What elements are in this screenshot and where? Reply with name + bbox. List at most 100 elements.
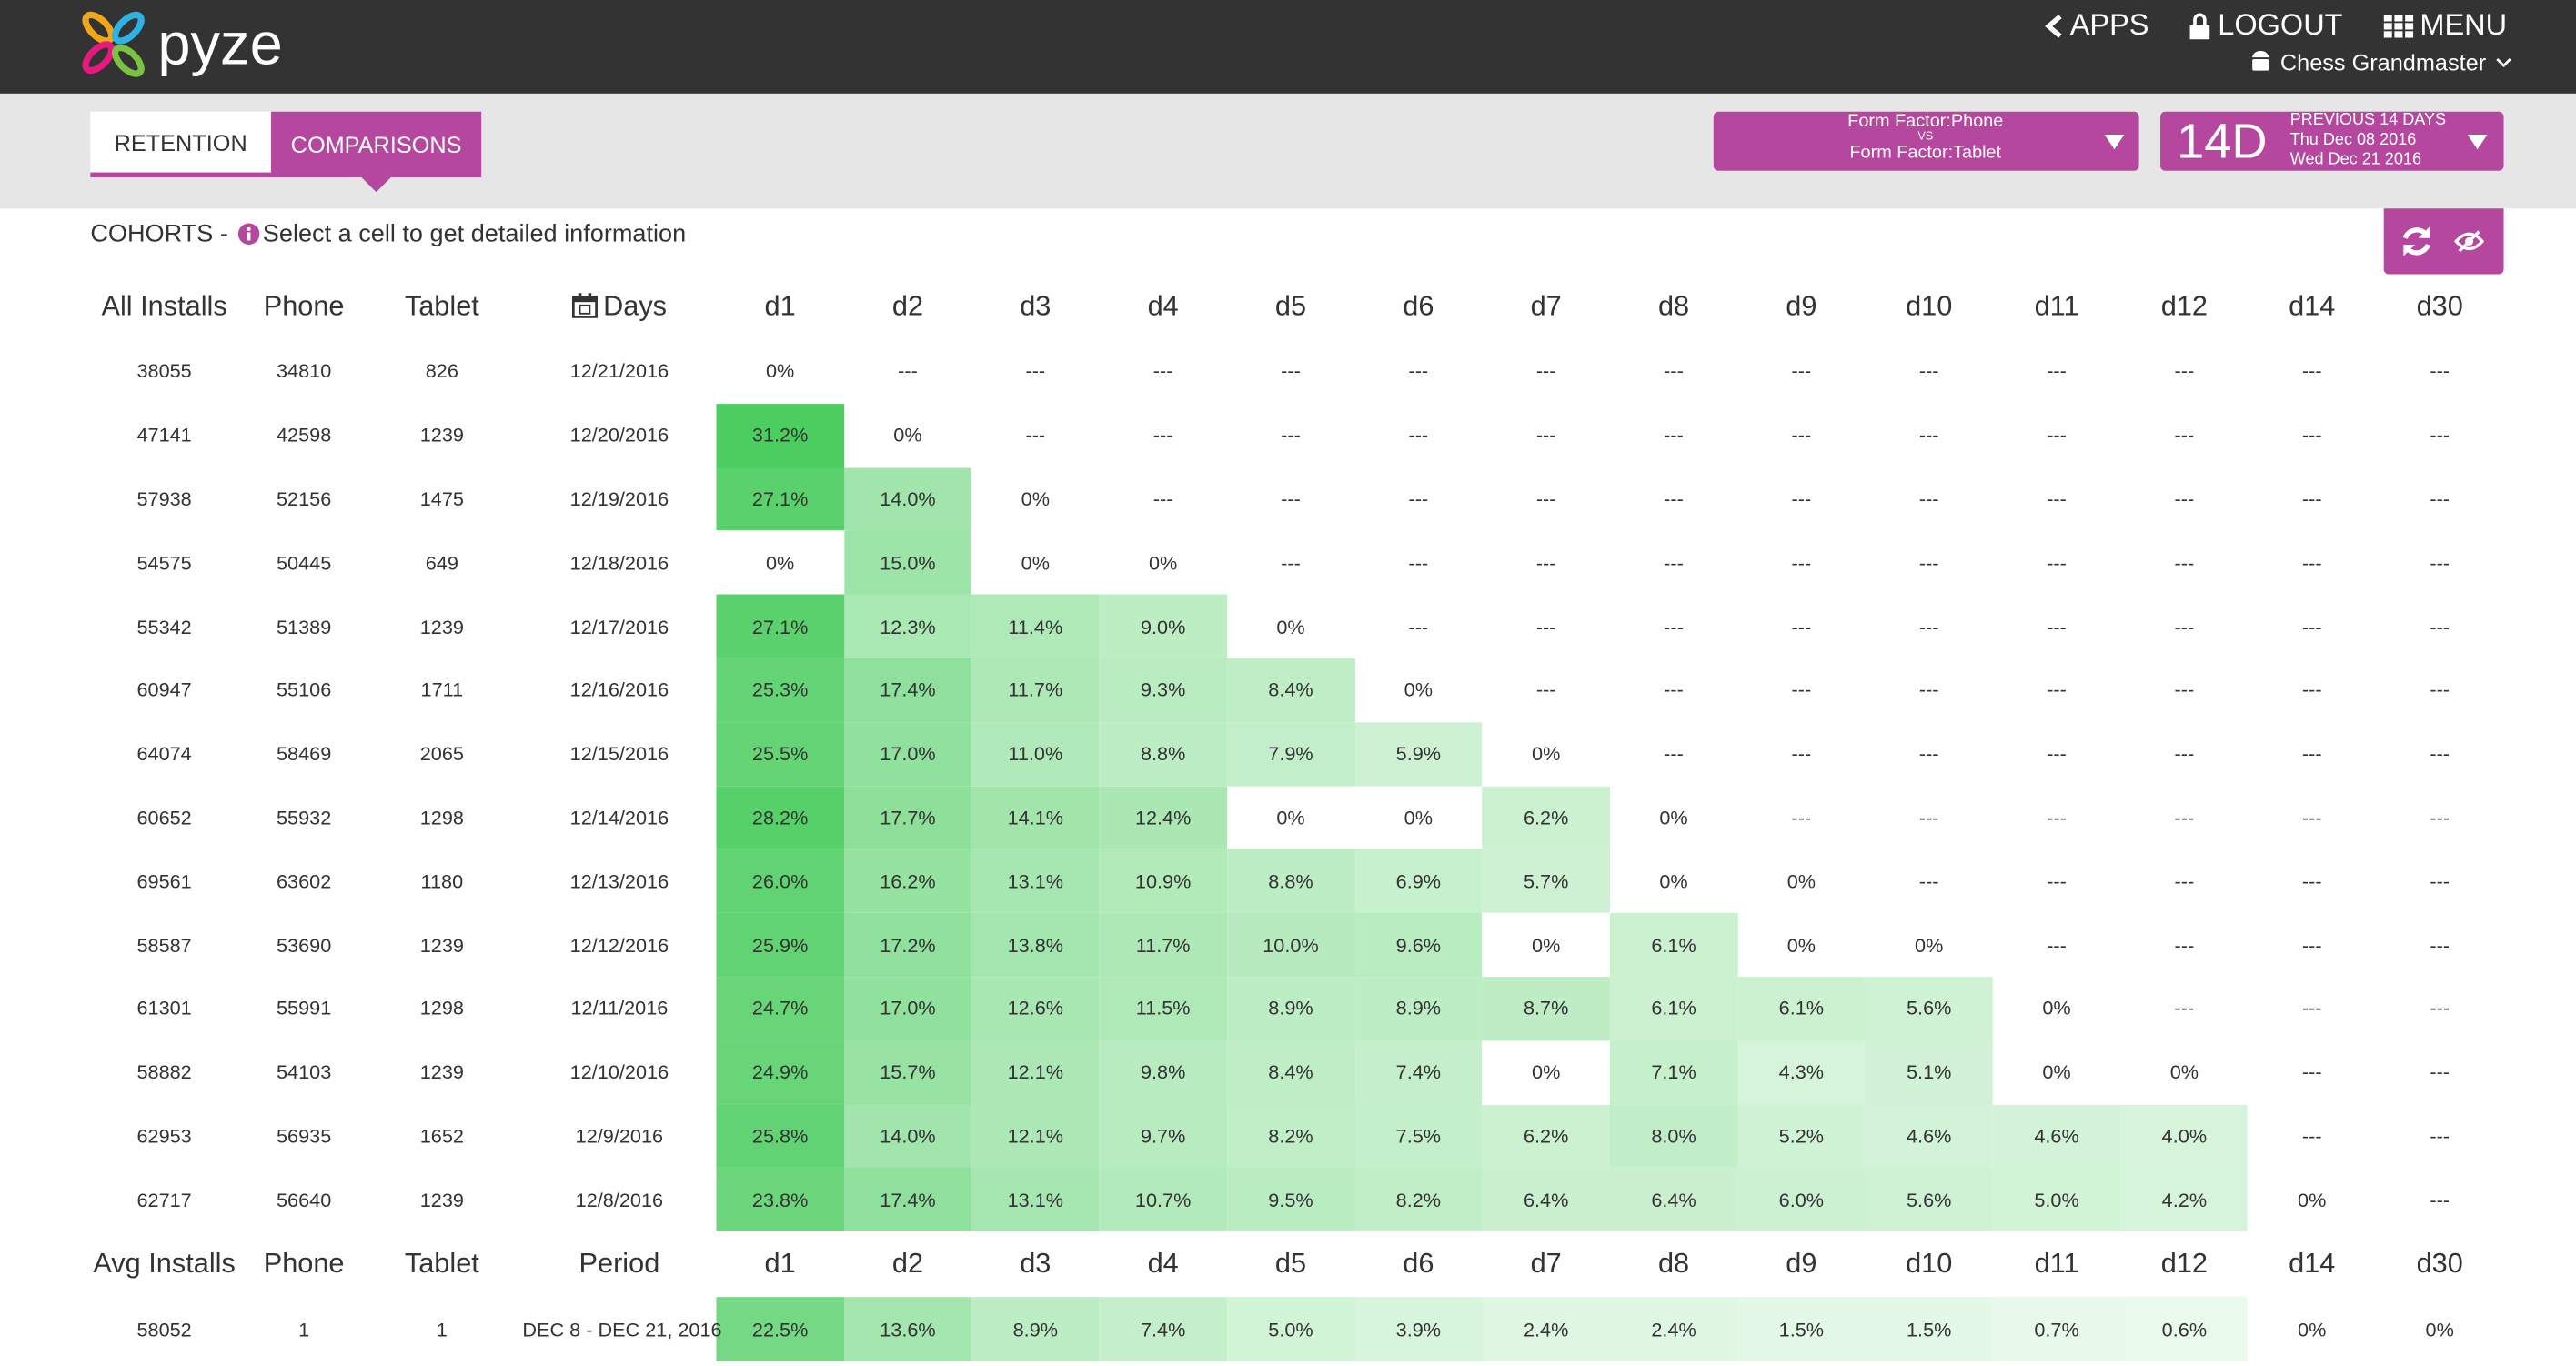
retention-cell[interactable]: 13.8%: [971, 913, 1100, 978]
retention-cell[interactable]: 0.7%: [1992, 1297, 2121, 1361]
retention-cell[interactable]: 0%: [843, 403, 972, 467]
retention-cell[interactable]: 8.0%: [1609, 1104, 1738, 1169]
retention-cell[interactable]: 17.0%: [843, 721, 972, 786]
retention-cell[interactable]: 12.6%: [971, 977, 1100, 1041]
retention-cell[interactable]: 7.4%: [1354, 1040, 1483, 1105]
retention-cell[interactable]: ---: [2375, 913, 2504, 978]
retention-cell[interactable]: ---: [1482, 403, 1610, 467]
retention-cell[interactable]: 6.0%: [1737, 1168, 1866, 1232]
retention-cell[interactable]: 0%: [2120, 1040, 2249, 1105]
retention-cell[interactable]: ---: [1737, 658, 1866, 722]
retention-cell[interactable]: ---: [2248, 339, 2376, 404]
logo-icon[interactable]: [72, 5, 157, 84]
retention-cell[interactable]: 8.9%: [1226, 977, 1355, 1041]
retention-cell[interactable]: ---: [2248, 785, 2376, 850]
retention-cell[interactable]: 0.6%: [2120, 1297, 2249, 1361]
retention-cell[interactable]: 0%: [1737, 849, 1866, 914]
retention-cell[interactable]: 0%: [1354, 785, 1483, 850]
retention-cell[interactable]: 17.4%: [843, 1168, 972, 1232]
retention-cell[interactable]: 0%: [716, 339, 844, 404]
retention-cell[interactable]: ---: [1737, 594, 1866, 658]
retention-cell[interactable]: ---: [971, 403, 1100, 467]
retention-cell[interactable]: 17.4%: [843, 658, 972, 722]
retention-cell[interactable]: 4.6%: [1992, 1104, 2121, 1169]
retention-cell[interactable]: 4.6%: [1865, 1104, 1993, 1169]
retention-cell[interactable]: 8.9%: [971, 1297, 1100, 1361]
retention-cell[interactable]: 5.1%: [1865, 1040, 1993, 1105]
retention-cell[interactable]: 8.7%: [1482, 977, 1610, 1041]
retention-cell[interactable]: 11.7%: [971, 658, 1100, 722]
retention-cell[interactable]: ---: [1992, 913, 2121, 978]
retention-cell[interactable]: ---: [2375, 849, 2504, 914]
retention-cell[interactable]: ---: [1865, 339, 1993, 404]
retention-cell[interactable]: 13.1%: [971, 849, 1100, 914]
retention-cell[interactable]: 8.8%: [1226, 849, 1355, 914]
retention-cell[interactable]: 0%: [1226, 594, 1355, 658]
apps-link[interactable]: APPS: [2044, 8, 2148, 43]
retention-cell[interactable]: ---: [1865, 849, 1993, 914]
retention-cell[interactable]: ---: [843, 339, 972, 404]
retention-cell[interactable]: 6.1%: [1609, 977, 1738, 1041]
retention-cell[interactable]: ---: [1099, 339, 1227, 404]
retention-cell[interactable]: ---: [2120, 913, 2249, 978]
retention-cell[interactable]: ---: [1865, 467, 1993, 531]
retention-cell[interactable]: 12.1%: [971, 1040, 1100, 1105]
retention-cell[interactable]: ---: [1865, 658, 1993, 722]
retention-cell[interactable]: 0%: [1609, 849, 1738, 914]
retention-cell[interactable]: ---: [2248, 1104, 2376, 1169]
retention-cell[interactable]: ---: [1865, 785, 1993, 850]
retention-cell[interactable]: 0%: [1609, 785, 1738, 850]
retention-cell[interactable]: 9.3%: [1099, 658, 1227, 722]
filter-dropdown[interactable]: Form Factor:Phone VS Form Factor:Tablet: [1713, 111, 2139, 171]
retention-cell[interactable]: ---: [1609, 339, 1738, 404]
retention-cell[interactable]: 8.9%: [1354, 977, 1483, 1041]
retention-cell[interactable]: 4.0%: [2120, 1104, 2249, 1169]
retention-cell[interactable]: 0%: [1354, 658, 1483, 722]
retention-cell[interactable]: ---: [1992, 530, 2121, 595]
retention-cell[interactable]: ---: [1865, 403, 1993, 467]
retention-cell[interactable]: 26.0%: [716, 849, 844, 914]
retention-cell[interactable]: 0%: [1992, 977, 2121, 1041]
retention-cell[interactable]: 6.4%: [1609, 1168, 1738, 1232]
retention-cell[interactable]: ---: [1354, 467, 1483, 531]
retention-cell[interactable]: 12.3%: [843, 594, 972, 658]
retention-cell[interactable]: 6.2%: [1482, 1104, 1610, 1169]
retention-cell[interactable]: 0%: [2248, 1168, 2376, 1232]
retention-cell[interactable]: 25.8%: [716, 1104, 844, 1169]
retention-cell[interactable]: 0%: [1099, 530, 1227, 595]
retention-cell[interactable]: 10.0%: [1226, 913, 1355, 978]
retention-cell[interactable]: ---: [2375, 1040, 2504, 1105]
retention-cell[interactable]: 0%: [971, 467, 1100, 531]
retention-cell[interactable]: ---: [2375, 339, 2504, 404]
retention-cell[interactable]: 9.5%: [1226, 1168, 1355, 1232]
retention-cell[interactable]: 7.5%: [1354, 1104, 1483, 1169]
retention-cell[interactable]: ---: [1609, 658, 1738, 722]
retention-cell[interactable]: 10.7%: [1099, 1168, 1227, 1232]
retention-cell[interactable]: 1.5%: [1737, 1297, 1866, 1361]
retention-cell[interactable]: ---: [2248, 658, 2376, 722]
retention-cell[interactable]: 5.2%: [1737, 1104, 1866, 1169]
retention-cell[interactable]: ---: [2248, 913, 2376, 978]
retention-cell[interactable]: ---: [2120, 721, 2249, 786]
retention-cell[interactable]: ---: [2248, 530, 2376, 595]
retention-cell[interactable]: 0%: [1992, 1040, 2121, 1105]
retention-cell[interactable]: 6.1%: [1737, 977, 1866, 1041]
retention-cell[interactable]: ---: [2375, 1168, 2504, 1232]
retention-cell[interactable]: 11.7%: [1099, 913, 1227, 978]
retention-cell[interactable]: 0%: [1865, 913, 1993, 978]
retention-cell[interactable]: 6.4%: [1482, 1168, 1610, 1232]
retention-cell[interactable]: ---: [2120, 530, 2249, 595]
retention-cell[interactable]: ---: [1226, 339, 1355, 404]
retention-cell[interactable]: 25.5%: [716, 721, 844, 786]
retention-cell[interactable]: ---: [2120, 339, 2249, 404]
retention-cell[interactable]: 0%: [716, 530, 844, 595]
retention-cell[interactable]: 13.1%: [971, 1168, 1100, 1232]
retention-cell[interactable]: ---: [1609, 467, 1738, 531]
retention-cell[interactable]: ---: [2375, 785, 2504, 850]
retention-cell[interactable]: ---: [1482, 339, 1610, 404]
hide-button[interactable]: [2454, 228, 2484, 255]
retention-cell[interactable]: ---: [1737, 403, 1866, 467]
retention-cell[interactable]: 13.6%: [843, 1297, 972, 1361]
retention-cell[interactable]: ---: [1992, 849, 2121, 914]
retention-cell[interactable]: 9.6%: [1354, 913, 1483, 978]
